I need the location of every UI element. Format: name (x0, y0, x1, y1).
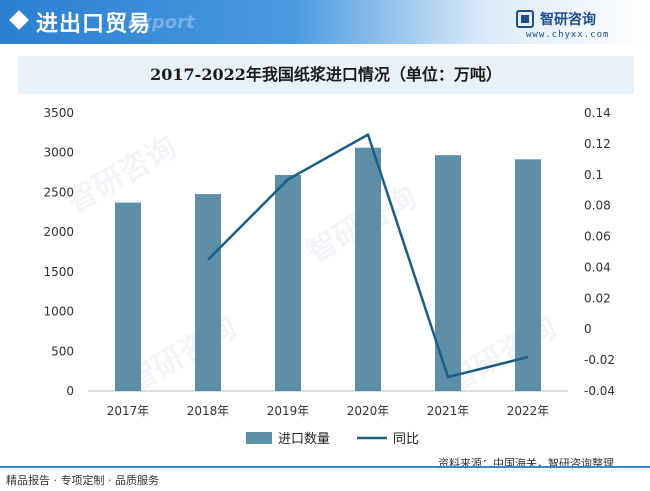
footer-source: 资料来源：中国海关，智研咨询整理 (438, 457, 614, 470)
y-right-tick-label: 0.04 (584, 260, 611, 274)
bar (195, 194, 221, 391)
x-tick-label: 2020年 (347, 404, 390, 418)
section-title: 进出口贸易 (36, 12, 152, 37)
bar (435, 155, 461, 391)
bar (355, 147, 381, 391)
y-right-tick-label: 0.08 (584, 199, 611, 213)
y-left-tick-label: 1500 (43, 265, 74, 279)
brand-name: 智研咨询 (540, 12, 596, 28)
y-left-tick-label: 2000 (43, 225, 74, 239)
y-right-tick-label: 0.02 (584, 291, 611, 305)
brand: 智研咨询 www.chyxx.com (516, 8, 636, 42)
chart-title: 2017-2022年我国纸浆进口情况（单位：万吨） (150, 65, 502, 84)
x-tick-label: 2018年 (187, 404, 230, 418)
x-tick-label: 2017年 (107, 404, 150, 418)
y-left-tick-label: 2500 (43, 185, 74, 199)
bar (115, 202, 141, 391)
brand-logo-icon (516, 10, 534, 28)
y-left-tick-label: 0 (66, 384, 74, 398)
bar (515, 159, 541, 391)
y-left-tick-label: 1000 (43, 305, 74, 319)
x-tick-label: 2021年 (427, 404, 470, 418)
y-right-tick-label: 0.14 (584, 106, 611, 120)
x-tick-label: 2022年 (507, 404, 550, 418)
brand-url: www.chyxx.com (526, 30, 610, 40)
x-tick-label: 2019年 (267, 404, 310, 418)
y-right-tick-label: -0.04 (584, 384, 615, 398)
y-right-tick-label: 0.06 (584, 230, 611, 244)
legend-label-line: 同比 (393, 432, 419, 447)
y-right-tick-label: -0.02 (584, 353, 615, 367)
y-left-tick-label: 3500 (43, 106, 74, 120)
header-band (0, 0, 650, 44)
y-left-tick-label: 500 (51, 344, 74, 358)
y-right-tick-label: 0.1 (584, 168, 603, 182)
y-right-tick-label: 0 (584, 322, 592, 336)
legend-label-bar: 进口数量 (278, 432, 330, 447)
header-watermark: export (128, 12, 195, 33)
chart-title-box: 2017-2022年我国纸浆进口情况（单位：万吨） (18, 56, 634, 94)
series-line-yoy (207, 133, 529, 379)
y-right-tick-label: 0.12 (584, 137, 611, 151)
bar (275, 174, 301, 391)
footer-rule (0, 466, 650, 468)
y-left-tick-label: 3000 (43, 146, 74, 160)
legend-swatch-bar (246, 432, 272, 444)
footer-tagline: 精品报告 · 专项定制 · 品质服务 (6, 474, 159, 487)
